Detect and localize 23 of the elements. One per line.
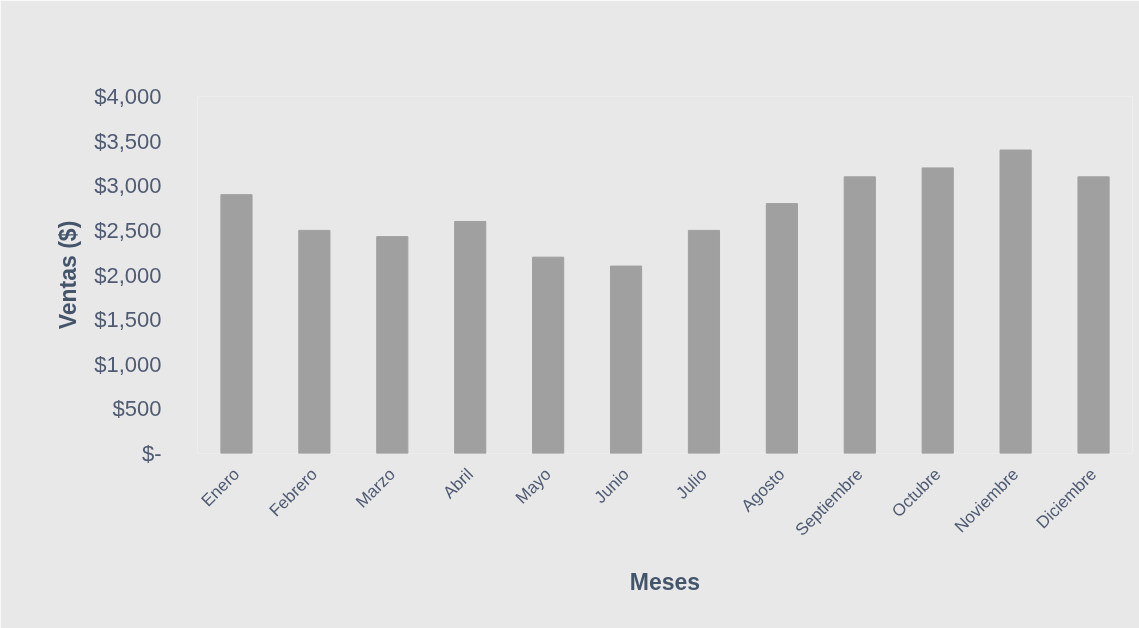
- y-tick-label: $2,000: [94, 262, 162, 288]
- y-tick-label: $1,500: [94, 307, 162, 333]
- bar: [532, 256, 565, 454]
- bar: [921, 167, 954, 454]
- y-tick-label: $500: [112, 396, 162, 422]
- bar: [376, 236, 409, 454]
- bar: [843, 176, 876, 454]
- y-tick-label: $1,000: [94, 351, 162, 377]
- y-tick-label: $4,000: [94, 84, 162, 109]
- bar: [609, 265, 643, 454]
- bar: [298, 229, 331, 454]
- y-tick-label: $3,000: [94, 173, 162, 199]
- bar: [454, 220, 487, 454]
- bar: [1077, 176, 1110, 454]
- y-tick-label: $2,500: [94, 217, 162, 243]
- bar: [687, 229, 721, 454]
- x-axis-title: Meses: [629, 569, 701, 596]
- bar: [220, 194, 253, 454]
- y-axis-title: Ventas ($): [55, 220, 82, 330]
- y-tick-label: $3,500: [94, 128, 162, 154]
- bar: [999, 149, 1032, 454]
- y-tick-label: $-: [141, 441, 162, 466]
- bar: [765, 203, 798, 454]
